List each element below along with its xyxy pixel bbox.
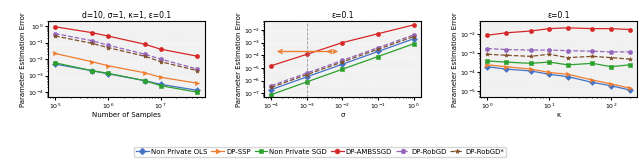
Title: d=10, σ=1, κ=1, ε=0.1: d=10, σ=1, κ=1, ε=0.1 [82,11,171,20]
Legend: Non Private OLS, DP-SSP, Non Private SGD, DP-AMBSSGD, DP-RobGD, DP-RobGD*: Non Private OLS, DP-SSP, Non Private SGD… [134,147,506,157]
Y-axis label: Parameter Estimation Error: Parameter Estimation Error [452,12,458,106]
Title: ε=0.1: ε=0.1 [547,11,570,20]
X-axis label: κ: κ [556,112,561,118]
X-axis label: Number of Samples: Number of Samples [92,112,161,118]
Y-axis label: Parameter Estimation Error: Parameter Estimation Error [236,12,243,106]
X-axis label: σ: σ [340,112,344,118]
Y-axis label: Parameter Estimation Error: Parameter Estimation Error [20,12,26,106]
Title: ε=0.1: ε=0.1 [331,11,354,20]
